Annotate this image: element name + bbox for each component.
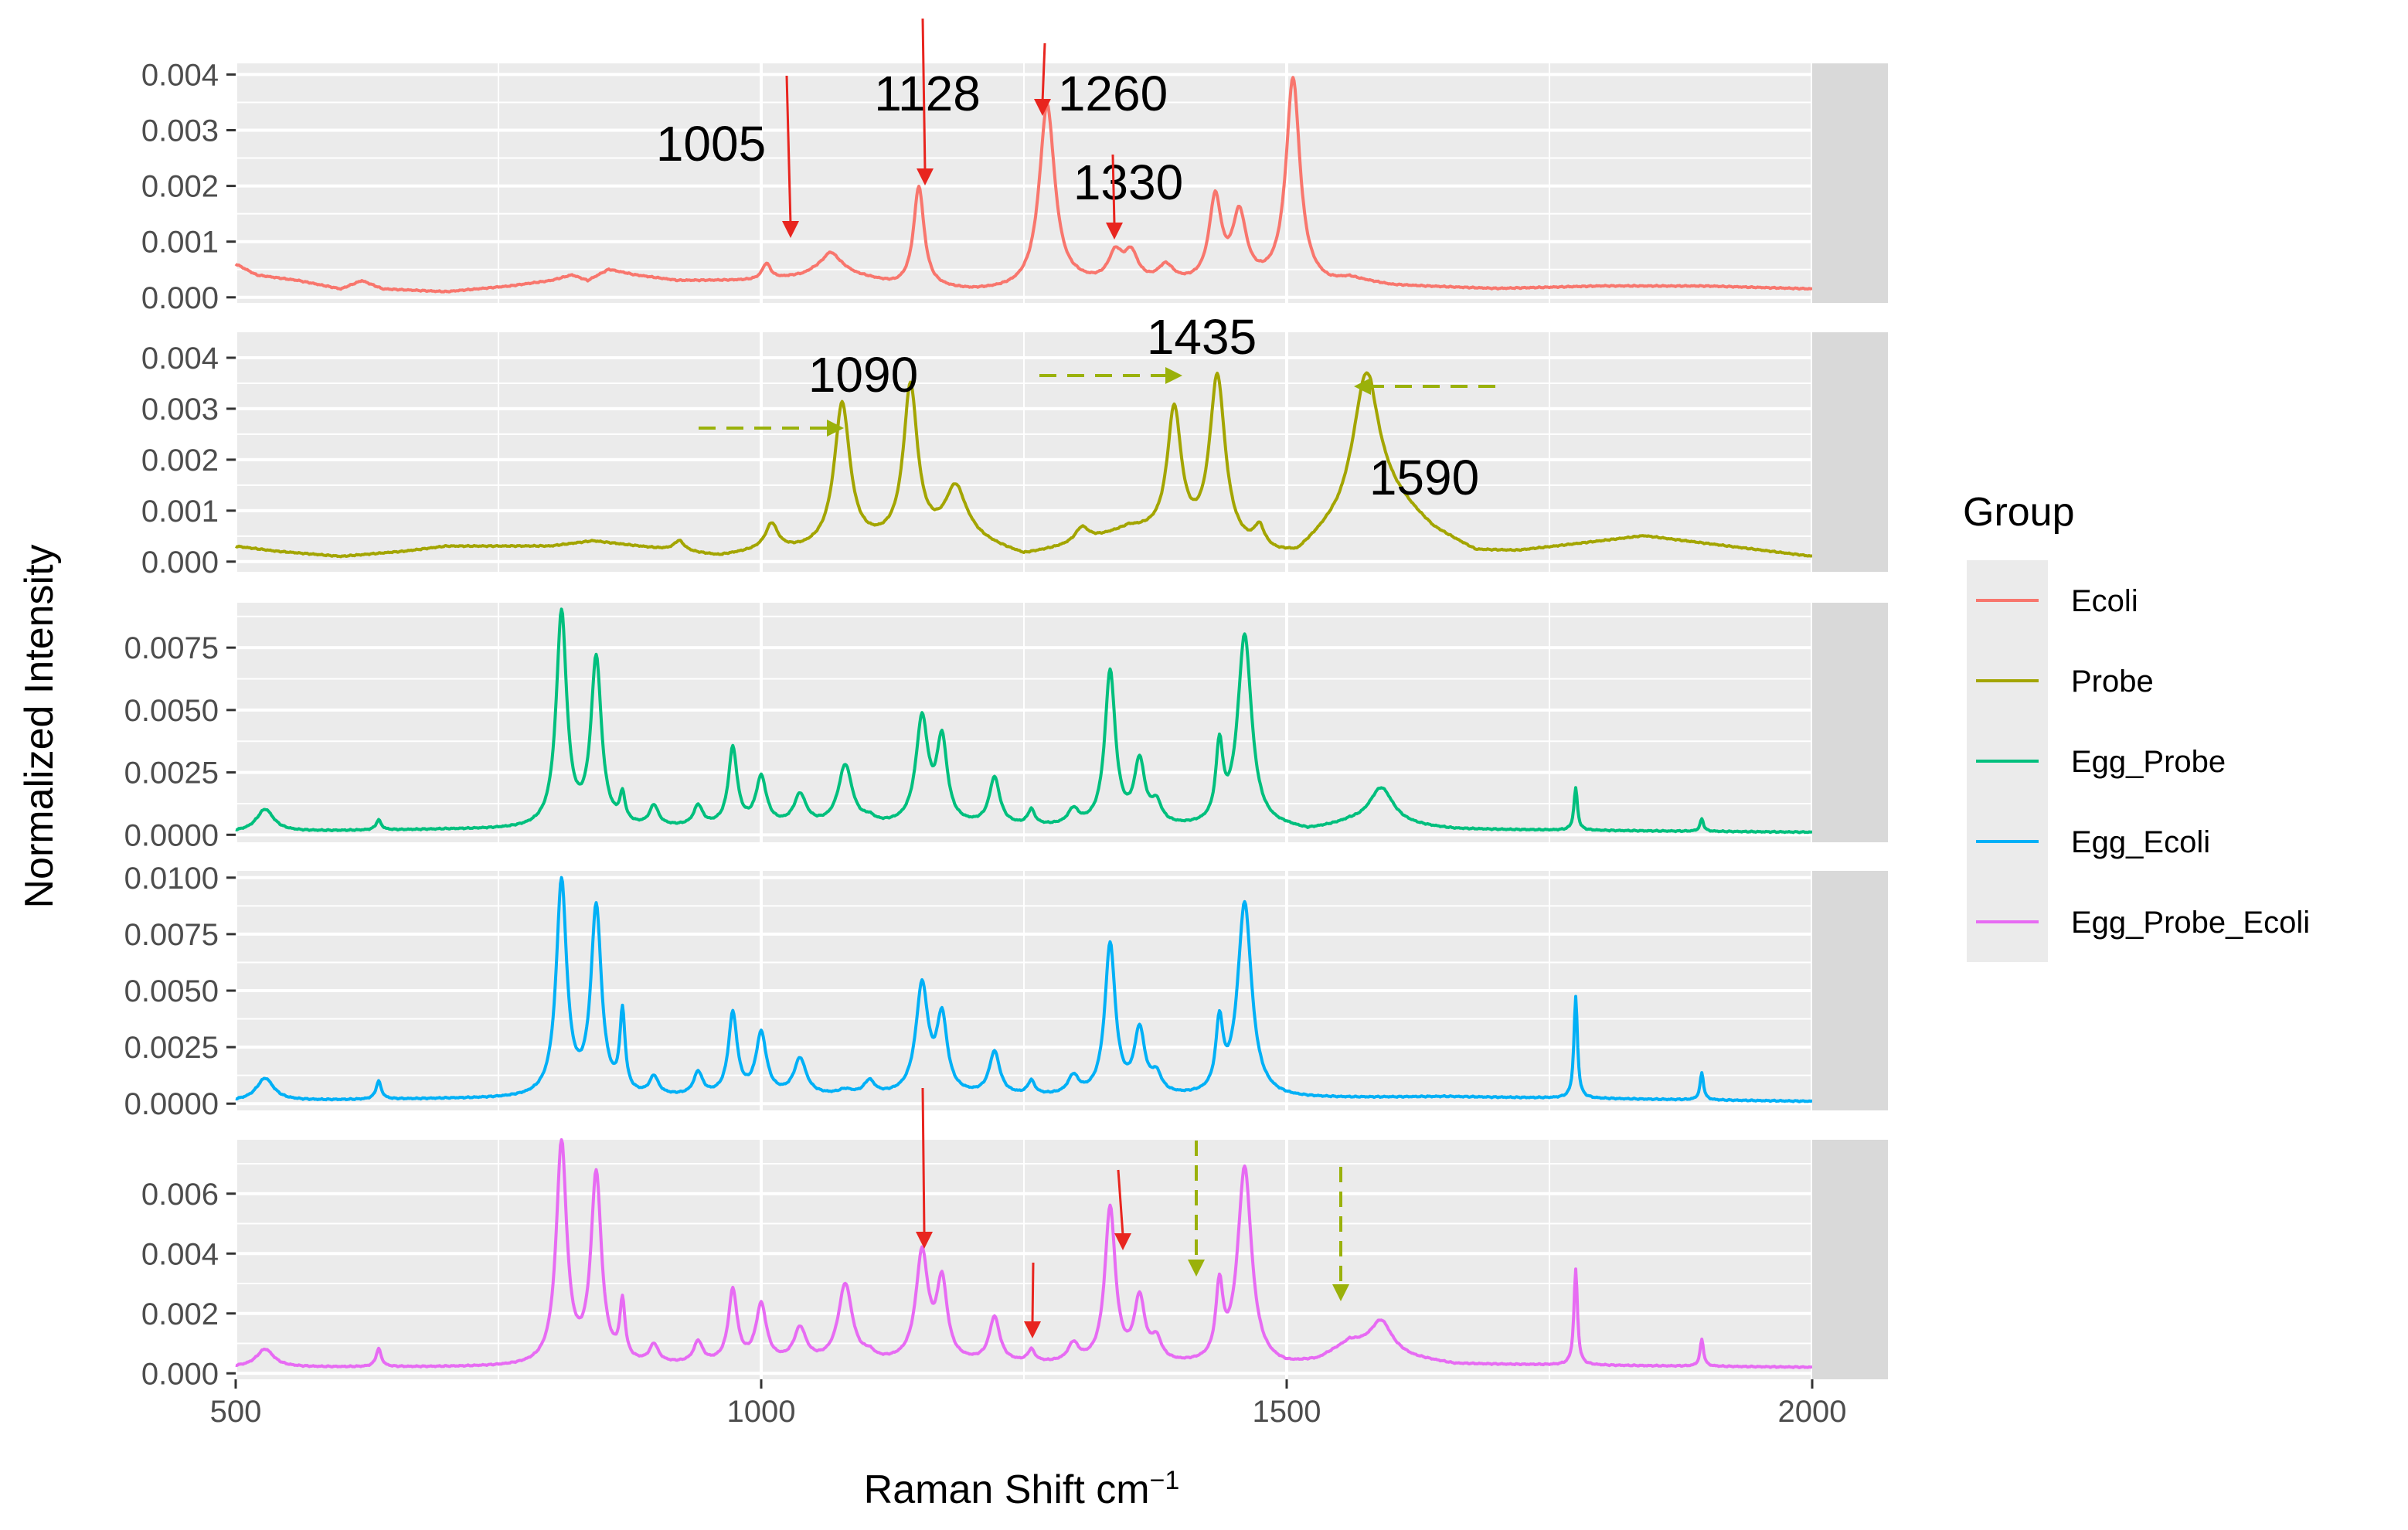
y-tick-label: 0.000: [141, 546, 219, 580]
y-tick-label: 0.0050: [124, 694, 219, 728]
annotation-1260: 1260: [1058, 66, 1168, 121]
annotation-1005: 1005: [656, 116, 766, 172]
peak-annotations: 1005 1128 1260 1330 1090 1435 1590: [656, 18, 1495, 1338]
red-arrow-1330-head: [1106, 223, 1123, 240]
green-arrow-bottom-2-head: [1332, 1284, 1349, 1301]
y-tick-label: 0.002: [141, 444, 219, 478]
y-tick-label: 0.0075: [124, 631, 219, 665]
facet-strip: [1812, 63, 1888, 303]
red-arrow-1005: [785, 75, 792, 225]
legend-label: Egg_Probe: [2071, 745, 2226, 779]
x-tick-label: 500: [210, 1395, 262, 1429]
facet-strip: [1812, 1140, 1888, 1379]
series-line-egg-ecoli: [235, 876, 1813, 1103]
x-axis-title-superscript: −1: [1150, 1466, 1180, 1495]
x-axis-title-main: Raman Shift cm: [864, 1467, 1150, 1512]
y-tick-label: 0.001: [141, 495, 219, 529]
y-tick-label: 0.003: [141, 393, 219, 427]
legend: Group Ecoli Probe Egg_Probe Egg_Ecoli Egg_Pr…: [1963, 490, 2310, 962]
red-arrow-bottom-2-head: [1024, 1321, 1041, 1338]
red-arrow-1128-head: [917, 168, 934, 185]
legend-label: Egg_Ecoli: [2071, 825, 2210, 859]
facet-strip: [1812, 603, 1888, 842]
legend-label: Probe: [2071, 665, 2154, 699]
series-line-ecoli: [234, 76, 1813, 294]
y-tick-label: 0.000: [141, 281, 219, 315]
series-line-egg-probe-ecoli: [235, 1138, 1813, 1369]
series-line-probe: [235, 371, 1813, 559]
annotation-1090: 1090: [808, 347, 918, 403]
annotation-1435: 1435: [1147, 309, 1257, 365]
y-tick-label: 0.0025: [124, 756, 219, 790]
x-axis-title: Raman Shift cm−1: [864, 1466, 1180, 1512]
legend-label: Egg_Probe_Ecoli: [2071, 906, 2310, 940]
green-arrow-bottom-1-head: [1188, 1260, 1205, 1277]
y-tick-label: 0.000: [141, 1357, 219, 1391]
green-arrow-1590-head: [1354, 378, 1371, 395]
green-arrow-1435-head: [1165, 367, 1182, 384]
x-axis: 500 1000 1500 2000: [210, 1379, 1847, 1429]
y-tick-label: 0.006: [141, 1178, 219, 1212]
y-tick-label: 0.0025: [124, 1031, 219, 1065]
y-tick-label: 0.004: [141, 342, 219, 376]
y-tick-label: 0.001: [141, 226, 219, 260]
x-tick-label: 2000: [1778, 1395, 1847, 1429]
red-arrow-bottom-1: [921, 1087, 926, 1234]
x-tick-label: 1500: [1253, 1395, 1321, 1429]
y-tick-label: 0.004: [141, 1237, 219, 1271]
red-arrow-bottom-2: [1031, 1262, 1035, 1324]
facet-strip: [1812, 332, 1888, 572]
series-line-egg-probe: [235, 607, 1813, 835]
green-arrow-1090-head: [827, 420, 844, 437]
annotation-1330: 1330: [1073, 155, 1183, 210]
annotation-1590: 1590: [1369, 450, 1479, 505]
y-tick-label: 0.0000: [124, 1087, 219, 1121]
y-tick-label: 0.0050: [124, 974, 219, 1008]
y-tick-label: 0.002: [141, 1297, 219, 1331]
y-tick-label: 0.0075: [124, 918, 219, 952]
red-arrow-bottom-1-head: [916, 1232, 933, 1249]
legend-label: Ecoli: [2071, 584, 2138, 618]
red-arrow-1330: [1111, 154, 1116, 225]
red-arrow-bottom-3: [1117, 1169, 1124, 1236]
red-arrow-bottom-3-head: [1114, 1233, 1131, 1250]
y-tick-label: 0.0000: [124, 818, 219, 852]
y-tick-label: 0.004: [141, 58, 219, 92]
red-arrow-1260: [1041, 42, 1046, 103]
red-arrow-1005-head: [782, 221, 799, 238]
y-axis-title: Normalized Intensity: [17, 544, 62, 908]
x-tick-label: 1000: [727, 1395, 796, 1429]
y-tick-label: 0.0100: [124, 862, 219, 896]
red-arrow-1260-head: [1034, 99, 1051, 116]
legend-title: Group: [1963, 490, 2075, 535]
y-tick-label: 0.002: [141, 170, 219, 204]
y-tick-label: 0.003: [141, 114, 219, 148]
annotation-1128: 1128: [874, 66, 981, 121]
facet-strip: [1812, 871, 1888, 1110]
red-arrow-1128: [921, 18, 927, 172]
